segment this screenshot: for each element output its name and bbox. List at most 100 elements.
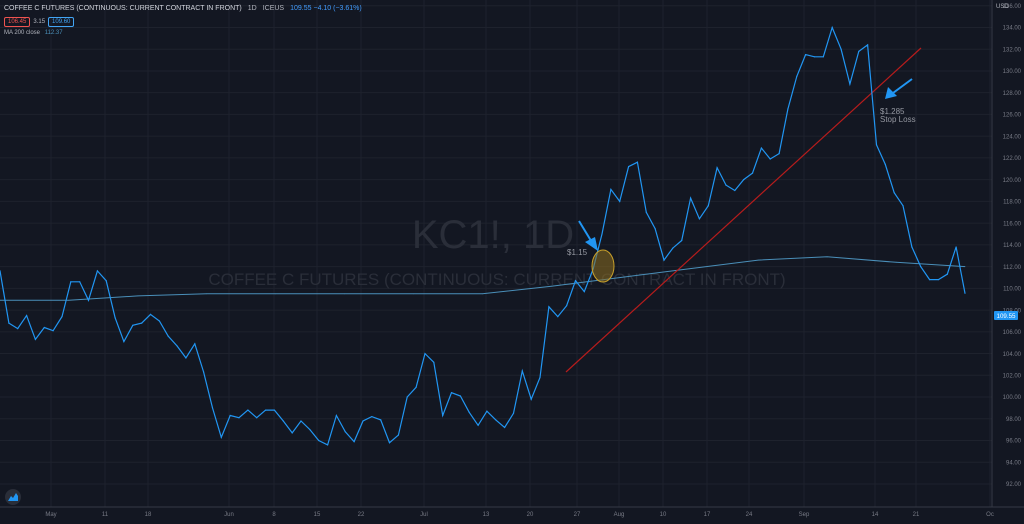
stop-arrow-icon[interactable] <box>885 79 912 99</box>
price-point <box>734 190 735 191</box>
tradingview-logo-icon[interactable] <box>5 489 21 505</box>
price-point <box>221 437 222 438</box>
buy-button[interactable]: 109.60 <box>48 17 74 27</box>
x-tick-label: 27 <box>574 512 581 518</box>
ma-point <box>69 300 70 301</box>
price-point <box>230 415 231 416</box>
exchange-label: ICEUS <box>263 5 284 12</box>
y-tick-label: 98.00 <box>1006 417 1022 423</box>
price-axis-bg <box>992 0 1024 507</box>
y-tick-label: 122.00 <box>1003 156 1022 162</box>
x-tick-label: 24 <box>746 512 753 518</box>
ma-point <box>896 262 897 263</box>
price-point <box>79 281 80 282</box>
ma-point <box>620 277 621 278</box>
ma-legend-label: MA 200 close <box>4 30 40 36</box>
price-point <box>805 54 806 55</box>
last-price: 109.55 <box>290 5 311 12</box>
stop-loss-label: Stop Loss <box>880 115 916 124</box>
x-tick-label: 10 <box>660 512 667 518</box>
price-point <box>478 425 479 426</box>
ma-point <box>413 293 414 294</box>
ma-point <box>551 286 552 287</box>
entry-highlight-ellipse[interactable] <box>592 250 614 282</box>
x-tick-label: 18 <box>145 512 152 518</box>
price-point <box>26 315 27 316</box>
price-point <box>362 420 363 421</box>
last-price-change: 109.55 −4.10 (−3.61%) <box>290 5 362 12</box>
x-tick-label: Jun <box>224 512 234 518</box>
price-point <box>663 260 664 261</box>
price-point <box>185 357 186 358</box>
price-point <box>522 370 523 371</box>
price-point <box>194 343 195 344</box>
y-tick-label: 94.00 <box>1006 460 1022 466</box>
price-point <box>548 306 549 307</box>
price-point <box>336 415 337 416</box>
price-point <box>70 281 71 282</box>
price-point <box>159 320 160 321</box>
price-point <box>796 76 797 77</box>
price-point <box>380 419 381 420</box>
price-point <box>265 410 266 411</box>
price-point <box>610 189 611 190</box>
price-point <box>247 410 248 411</box>
price-point <box>628 166 629 167</box>
price-point <box>672 248 673 249</box>
price-point <box>451 392 452 393</box>
x-tick-label: May <box>45 512 56 518</box>
sell-button[interactable]: 106.45 <box>4 17 30 27</box>
price-point <box>938 279 939 280</box>
price-axis[interactable]: 92.0094.0096.0098.00100.00102.00104.0010… <box>992 0 1024 507</box>
price-point <box>212 407 213 408</box>
price-point <box>743 179 744 180</box>
price-point <box>575 280 576 281</box>
ma-legend[interactable]: MA 200 close 112.37 <box>4 30 63 36</box>
price-point <box>681 240 682 241</box>
ma-point <box>827 256 828 257</box>
price-point <box>956 246 957 247</box>
symbol-title[interactable]: COFFEE C FUTURES (CONTINUOUS: CURRENT CO… <box>4 5 242 12</box>
ma-point <box>275 293 276 294</box>
price-point <box>531 399 532 400</box>
price-point <box>292 432 293 433</box>
price-point <box>787 108 788 109</box>
y-tick-label: 132.00 <box>1003 47 1022 53</box>
ma-point <box>689 268 690 269</box>
price-point <box>300 420 301 421</box>
price-point <box>823 56 824 57</box>
price-point <box>947 274 948 275</box>
price-point <box>513 413 514 414</box>
interval-label[interactable]: 1D <box>248 5 257 12</box>
price-change: −4.10 (−3.61%) <box>313 5 361 12</box>
y-tick-label: 100.00 <box>1003 395 1022 401</box>
price-point <box>8 323 9 324</box>
y-tick-label: 106.00 <box>1003 330 1022 336</box>
price-point <box>646 212 647 213</box>
price-point <box>885 164 886 165</box>
x-tick-label: Oc <box>986 512 994 518</box>
price-point <box>964 293 965 294</box>
price-point <box>584 291 585 292</box>
price-point <box>407 396 408 397</box>
watermark-symbol: KC1!, 1D <box>412 213 574 257</box>
price-point <box>416 387 417 388</box>
price-point <box>460 395 461 396</box>
entry-price-label: $1.15 <box>567 248 588 257</box>
price-point <box>177 345 178 346</box>
price-point <box>238 417 239 418</box>
price-point <box>858 51 859 52</box>
price-point <box>309 429 310 430</box>
price-point <box>655 228 656 229</box>
price-point <box>318 440 319 441</box>
x-tick-label: 22 <box>358 512 365 518</box>
y-tick-label: 104.00 <box>1003 352 1022 358</box>
price-point <box>283 420 284 421</box>
x-tick-label: Aug <box>614 512 625 518</box>
entry-arrow-icon[interactable] <box>579 221 598 251</box>
price-point <box>88 300 89 301</box>
ma-point <box>758 260 759 261</box>
y-tick-label: 116.00 <box>1003 221 1022 227</box>
